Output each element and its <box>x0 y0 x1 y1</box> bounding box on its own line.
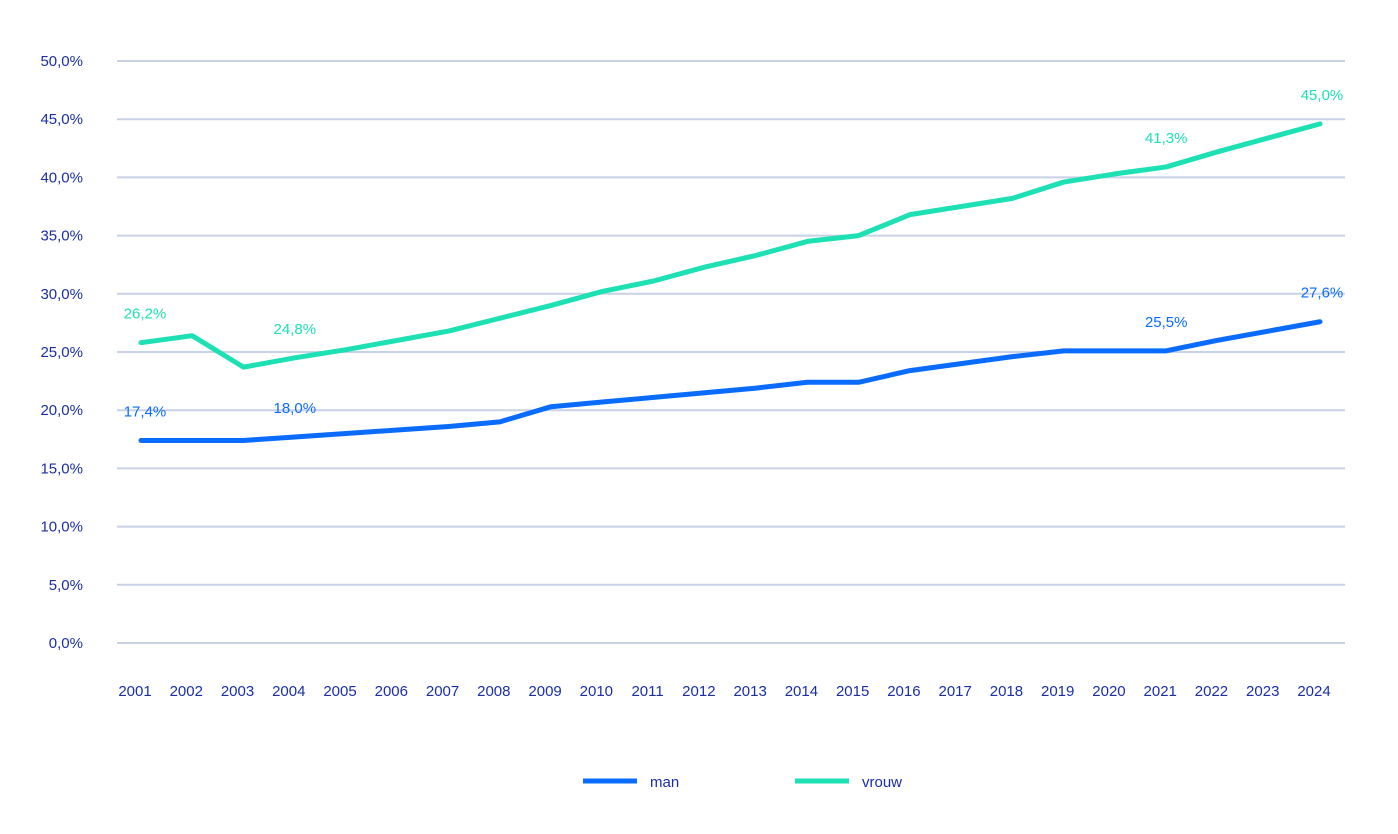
x-tick-label: 2015 <box>836 683 869 700</box>
x-tick-label: 2005 <box>323 683 356 700</box>
x-tick-label: 2011 <box>631 683 663 700</box>
x-tick-label: 2017 <box>938 683 971 700</box>
x-tick-label: 2023 <box>1246 683 1279 700</box>
x-tick-label: 2006 <box>375 683 408 700</box>
x-tick-label: 2019 <box>1041 683 1074 700</box>
x-tick-label: 2009 <box>528 683 561 700</box>
data-label-vrouw: 45,0% <box>1301 87 1344 104</box>
series-lines <box>138 121 1323 443</box>
x-axis-ticks: 2001 2002 2003 2004 2005 2006 2007 2008 2009 2010… <box>118 683 1330 700</box>
x-tick-label: 2008 <box>477 683 510 700</box>
legend: man vrouw <box>583 774 902 791</box>
data-label-vrouw: 41,3% <box>1145 130 1188 147</box>
data-label-man: 27,6% <box>1301 285 1344 302</box>
x-tick-label: 2007 <box>426 683 459 700</box>
y-tick-label: 50,0% <box>40 53 83 70</box>
series-line-man <box>138 319 1323 443</box>
series-line-vrouw <box>138 121 1323 370</box>
x-tick-label: 2012 <box>682 683 715 700</box>
y-tick-label: 15,0% <box>40 460 83 477</box>
y-tick-label: 25,0% <box>40 344 83 361</box>
y-tick-label: 35,0% <box>40 228 83 245</box>
y-tick-label: 20,0% <box>40 402 83 419</box>
data-label-vrouw: 26,2% <box>124 306 167 323</box>
y-axis-ticks: 0,0% 5,0% 10,0% 15,0% 20,0% 25,0% 30,0% 35,0% 40… <box>40 53 83 652</box>
x-tick-label: 2016 <box>887 683 920 700</box>
data-labels: 17,4% 18,0% 25,5% 27,6% 26,2% 24,8% 41,3% 45,0% <box>124 87 1344 421</box>
data-label-man: 18,0% <box>274 400 317 417</box>
y-tick-label: 30,0% <box>40 286 83 303</box>
x-tick-label: 2004 <box>272 683 305 700</box>
data-label-vrouw: 24,8% <box>274 321 317 338</box>
x-tick-label: 2010 <box>580 683 613 700</box>
x-tick-label: 2020 <box>1092 683 1125 700</box>
legend-label-vrouw: vrouw <box>862 774 902 791</box>
x-tick-label: 2002 <box>170 683 203 700</box>
y-tick-label: 5,0% <box>49 577 83 594</box>
x-tick-label: 2018 <box>990 683 1023 700</box>
y-tick-label: 10,0% <box>40 519 83 536</box>
x-tick-label: 2001 <box>118 683 151 700</box>
x-tick-label: 2024 <box>1297 683 1330 700</box>
legend-label-man: man <box>650 774 679 791</box>
y-tick-label: 40,0% <box>40 169 83 186</box>
data-label-man: 17,4% <box>124 403 167 420</box>
y-tick-label: 45,0% <box>40 111 83 128</box>
y-tick-label: 0,0% <box>49 635 83 652</box>
x-tick-label: 2013 <box>733 683 766 700</box>
x-tick-label: 2014 <box>785 683 818 700</box>
x-tick-label: 2003 <box>221 683 254 700</box>
x-tick-label: 2021 <box>1144 683 1177 700</box>
data-label-man: 25,5% <box>1145 314 1188 331</box>
x-tick-label: 2022 <box>1195 683 1228 700</box>
